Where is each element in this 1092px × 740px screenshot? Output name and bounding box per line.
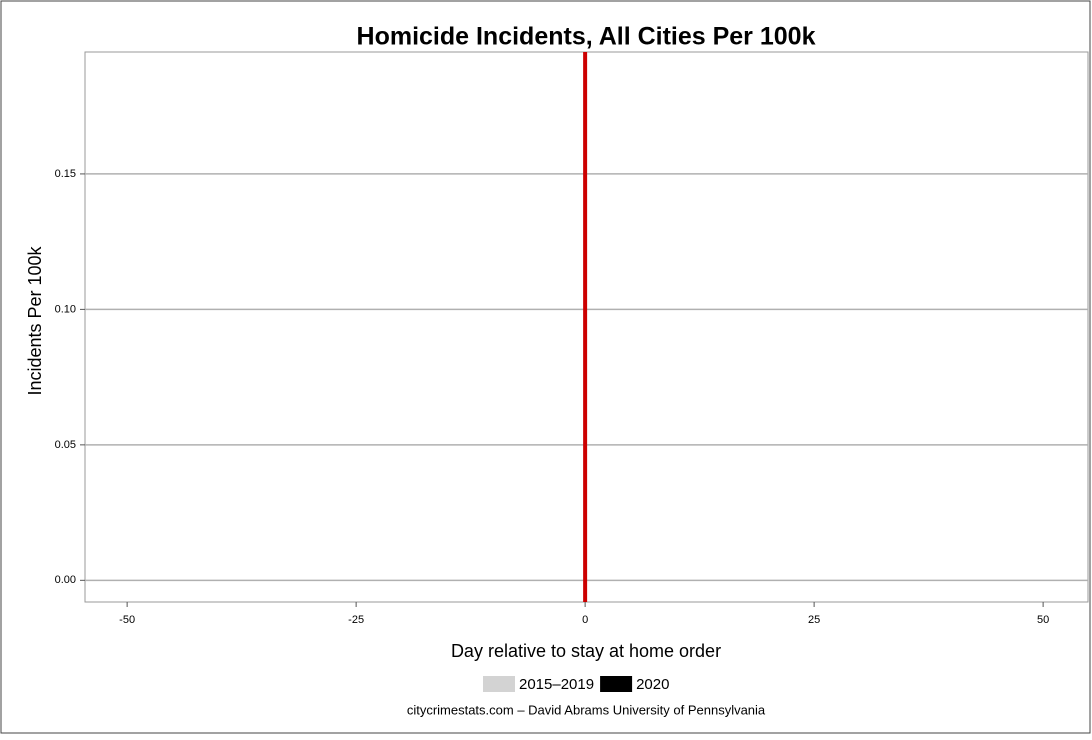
legend-label: 2020 bbox=[636, 676, 669, 693]
x-tick-label: -50 bbox=[119, 614, 135, 626]
chart-title: Homicide Incidents, All Cities Per 100k bbox=[357, 23, 816, 51]
legend-swatch bbox=[483, 676, 515, 692]
y-tick-label: 0.10 bbox=[55, 303, 76, 315]
x-axis-label: Day relative to stay at home order bbox=[451, 641, 721, 661]
y-tick-label: 0.00 bbox=[55, 574, 76, 586]
caption: citycrimestats.com – David Abrams Univer… bbox=[407, 702, 766, 717]
y-tick-label: 0.05 bbox=[55, 439, 76, 451]
legend-swatch bbox=[600, 676, 633, 692]
x-tick-label: 50 bbox=[1037, 614, 1049, 626]
x-tick-label: 0 bbox=[582, 614, 588, 626]
legend-label: 2015–2019 bbox=[519, 676, 594, 693]
x-tick-label: 25 bbox=[808, 614, 820, 626]
y-axis-label: Incidents Per 100k bbox=[25, 245, 45, 395]
x-tick-label: -25 bbox=[348, 614, 364, 626]
y-tick-label: 0.15 bbox=[55, 168, 76, 180]
